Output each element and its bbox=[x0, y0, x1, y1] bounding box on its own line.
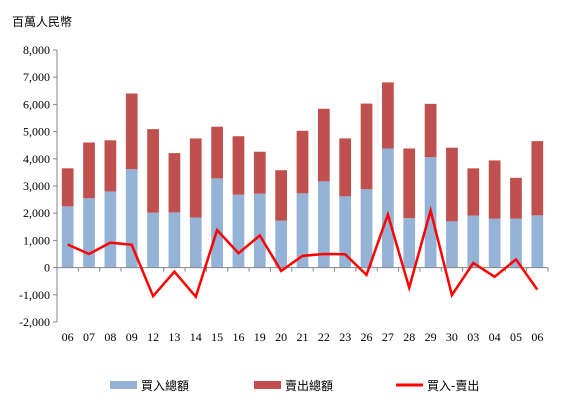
buy-bar bbox=[510, 218, 522, 268]
sell-bar bbox=[83, 142, 95, 199]
legend-net: 買入-賣出 bbox=[396, 378, 479, 393]
buy-bar bbox=[360, 189, 373, 268]
sell-bar bbox=[317, 108, 330, 182]
y-tick-label: 1,000 bbox=[23, 233, 50, 247]
x-tick-label: 29 bbox=[425, 330, 437, 344]
buy-bar bbox=[211, 178, 223, 268]
x-tick-label: 13 bbox=[168, 330, 180, 344]
y-tick-label: 5,000 bbox=[23, 125, 50, 139]
y-tick-label: -1,000 bbox=[19, 288, 50, 302]
x-tick-label: 03 bbox=[467, 330, 479, 344]
x-tick-label: 28 bbox=[403, 330, 415, 344]
sell-bar bbox=[61, 168, 74, 207]
x-tick-label: 12 bbox=[147, 330, 159, 344]
legend-label: 賣出總額 bbox=[285, 378, 333, 393]
buy-bar bbox=[168, 212, 181, 268]
legend-label: 買入-賣出 bbox=[427, 378, 479, 393]
bars-group bbox=[61, 82, 544, 268]
legend-swatch bbox=[254, 381, 281, 389]
x-tick-label: 16 bbox=[232, 330, 244, 344]
sell-bar bbox=[168, 153, 181, 213]
x-tick-label: 08 bbox=[104, 330, 116, 344]
x-tick-label: 05 bbox=[510, 330, 522, 344]
buy-bar bbox=[488, 218, 501, 268]
x-tick-label: 27 bbox=[382, 330, 394, 344]
x-tick-label: 22 bbox=[318, 330, 330, 344]
buy-bar bbox=[531, 215, 544, 268]
y-tick-label: 3,000 bbox=[23, 179, 50, 193]
buy-bar bbox=[189, 217, 202, 268]
sell-bar bbox=[296, 130, 309, 194]
buy-bar bbox=[83, 198, 95, 268]
legend-swatch bbox=[110, 381, 137, 389]
buy-bar bbox=[104, 191, 117, 268]
x-tick-label: 15 bbox=[211, 330, 223, 344]
x-tick-label: 21 bbox=[297, 330, 309, 344]
sell-bar bbox=[253, 151, 266, 194]
y-axis: -2,000 -1,000 0 1,000 2,000 3,000 4,000 5,000 6,… bbox=[19, 43, 58, 329]
y-tick-label: 4,000 bbox=[23, 152, 50, 166]
legend-sell: 賣出總額 bbox=[254, 378, 333, 393]
sell-bar bbox=[488, 160, 501, 219]
sell-bar bbox=[189, 138, 202, 218]
buy-bar bbox=[339, 196, 352, 268]
buy-bar bbox=[61, 206, 74, 268]
sell-bar bbox=[531, 141, 544, 216]
buy-bar bbox=[296, 193, 309, 268]
sell-bar bbox=[403, 148, 416, 219]
x-tick-label: 04 bbox=[489, 330, 501, 344]
x-tick-label: 07 bbox=[83, 330, 95, 344]
y-tick-label: 7,000 bbox=[23, 70, 50, 84]
sell-bar bbox=[275, 170, 288, 221]
x-tick-label: 09 bbox=[126, 330, 138, 344]
sell-bar bbox=[446, 147, 458, 222]
sell-bar bbox=[467, 168, 480, 216]
y-tick-label: -2,000 bbox=[19, 315, 50, 329]
net-line-group bbox=[67, 205, 539, 300]
y-tick-label: 0 bbox=[44, 261, 50, 275]
sell-bar bbox=[382, 82, 394, 149]
x-tick-label: 19 bbox=[254, 330, 266, 344]
sell-bar bbox=[510, 177, 522, 219]
sell-bar bbox=[232, 136, 245, 195]
legend-buy: 買入總額 bbox=[110, 378, 189, 393]
buy-bar bbox=[147, 212, 159, 268]
buy-bar bbox=[382, 148, 394, 268]
sell-bar bbox=[339, 138, 352, 197]
legend-label: 買入總額 bbox=[141, 378, 189, 393]
buy-bar bbox=[275, 220, 288, 268]
y-tick-label: 6,000 bbox=[23, 97, 50, 111]
sell-bar bbox=[147, 129, 159, 213]
buy-bar bbox=[317, 181, 330, 268]
sell-bar bbox=[424, 103, 437, 158]
sell-bar bbox=[125, 93, 138, 170]
y-tick-label: 2,000 bbox=[23, 206, 50, 220]
x-tick-label: 20 bbox=[275, 330, 287, 344]
x-tick-label: 26 bbox=[361, 330, 373, 344]
x-tick-label: 06 bbox=[62, 330, 74, 344]
sell-bar bbox=[104, 140, 117, 192]
sell-bar bbox=[360, 103, 373, 190]
x-axis: 06 07 08 09 12 13 14 15 16 19 20 21 22 23 26 27 28 29 30 03… bbox=[56, 267, 549, 344]
buy-bar bbox=[253, 193, 266, 268]
x-tick-label: 14 bbox=[190, 330, 202, 344]
buy-bar bbox=[467, 215, 480, 268]
x-tick-label: 30 bbox=[446, 330, 458, 344]
x-tick-label: 06 bbox=[531, 330, 543, 344]
buy-bar bbox=[403, 218, 416, 268]
unit-label: 百萬人民幣 bbox=[12, 15, 72, 29]
legend: 買入總額 賣出總額 買入-賣出 bbox=[110, 378, 479, 393]
buy-bar bbox=[446, 221, 458, 268]
buy-bar bbox=[232, 194, 245, 268]
buy-bar bbox=[125, 169, 138, 268]
sell-bar bbox=[211, 126, 223, 179]
x-tick-label: 23 bbox=[339, 330, 351, 344]
y-tick-label: 8,000 bbox=[23, 43, 50, 57]
net-line bbox=[67, 205, 539, 300]
